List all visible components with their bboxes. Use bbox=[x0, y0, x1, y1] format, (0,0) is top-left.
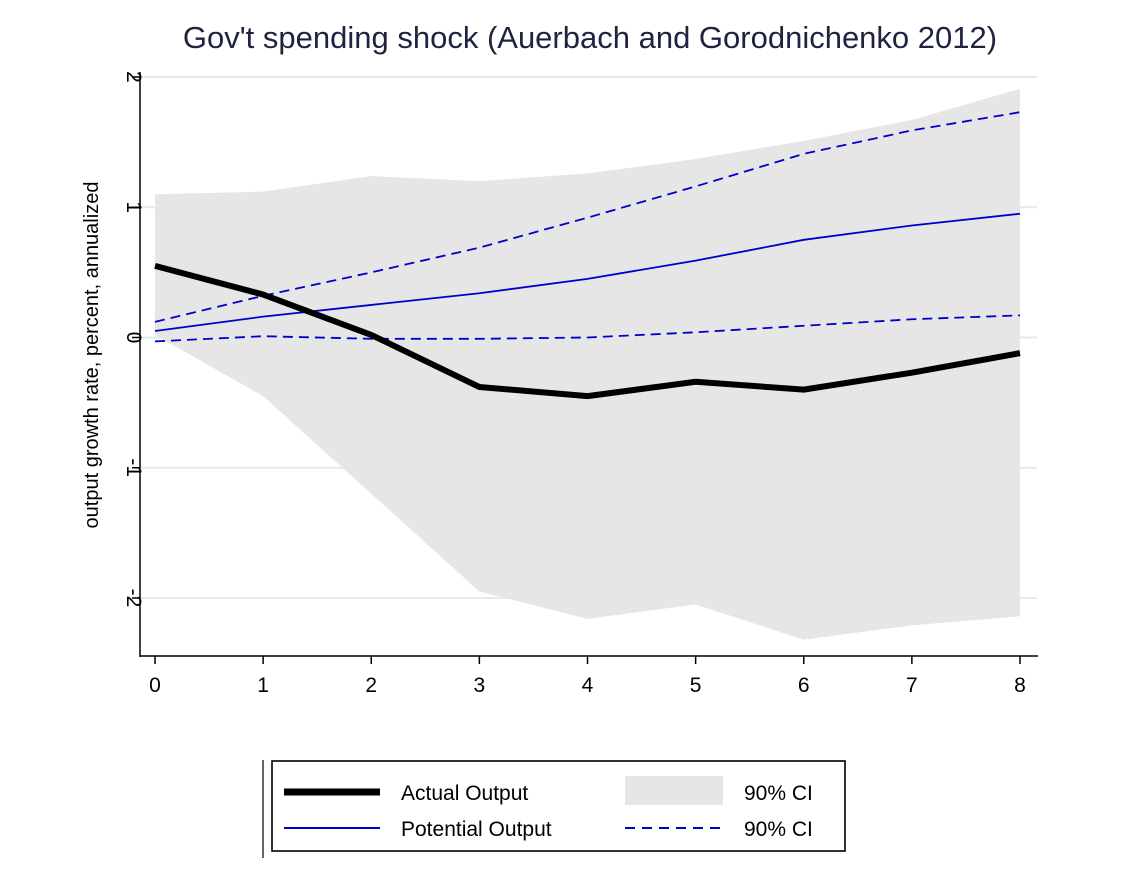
legend-key-ci-band bbox=[625, 776, 723, 805]
x-tick-label-1: 1 bbox=[257, 674, 269, 697]
series-line-90-ci-upper bbox=[154, 111, 1021, 323]
x-ticks: 0 1 2 3 4 5 6 7 8 bbox=[149, 656, 1026, 697]
legend-label-ci-band: 90% CI bbox=[744, 782, 813, 805]
x-tick-label-2: 2 bbox=[365, 674, 377, 697]
legend-box bbox=[271, 760, 846, 852]
x-tick-label-4: 4 bbox=[582, 674, 594, 697]
series-line-potential-output bbox=[154, 212, 1021, 332]
x-tick-label-7: 7 bbox=[906, 674, 918, 697]
y-tick-label-2: 2 bbox=[122, 71, 145, 83]
y-tick-label--2: -2 bbox=[122, 589, 145, 608]
y-axis-label: output growth rate, percent, annualized bbox=[81, 182, 103, 529]
x-tick-label-3: 3 bbox=[474, 674, 486, 697]
chart-title: Gov't spending shock (Auerbach and Gorod… bbox=[183, 20, 997, 55]
legend-label-potential-output: Potential Output bbox=[401, 818, 552, 841]
series-line-actual-output bbox=[154, 262, 1021, 400]
ci-band-area bbox=[155, 88, 1020, 640]
legend: Actual Output 90% CI Potential Output 90… bbox=[262, 760, 846, 858]
series-line-90-ci-lower bbox=[154, 314, 1021, 343]
y-tick-label-0: 0 bbox=[122, 332, 145, 344]
y-tick-label--1: -1 bbox=[122, 458, 145, 477]
x-tick-label-8: 8 bbox=[1014, 674, 1026, 697]
x-tick-label-0: 0 bbox=[149, 674, 161, 697]
x-tick-label-5: 5 bbox=[690, 674, 702, 697]
plot-area: -2 -1 0 1 2 0 1 2 3 4 5 6 7 8 bbox=[122, 71, 1038, 697]
x-tick-label-6: 6 bbox=[798, 674, 810, 697]
legend-label-actual-output: Actual Output bbox=[401, 782, 528, 805]
y-tick-label-1: 1 bbox=[122, 201, 145, 213]
legend-label-ci-dashed: 90% CI bbox=[744, 818, 813, 841]
y-ticks: -2 -1 0 1 2 bbox=[122, 71, 145, 607]
series-layer bbox=[154, 111, 1021, 400]
